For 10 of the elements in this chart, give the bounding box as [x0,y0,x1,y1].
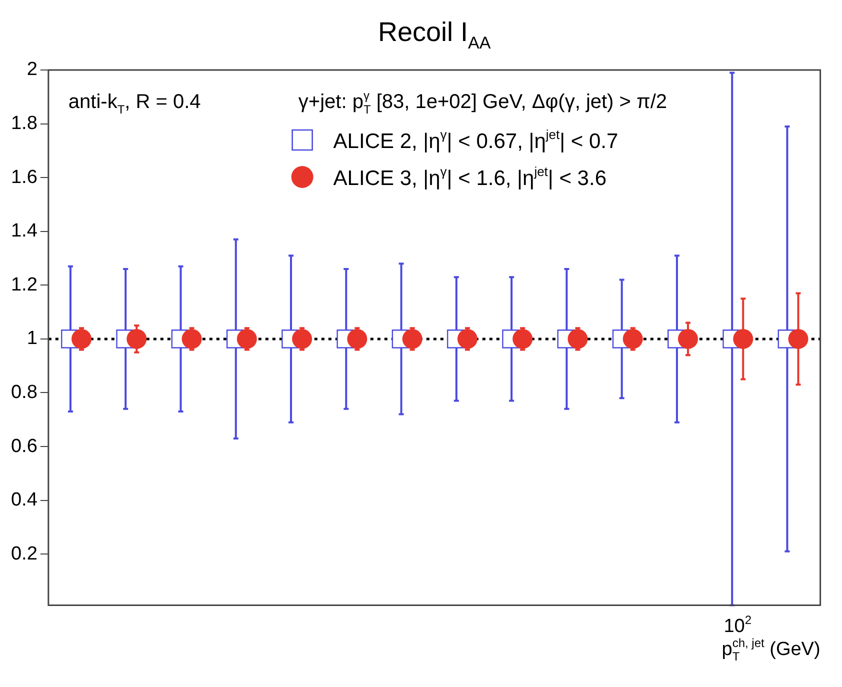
y-tick-label: 1.8 [10,113,38,134]
y-tick-label: 0.2 [10,543,38,564]
y-tick-label: 1.4 [10,220,38,242]
y-tick-label: 0.4 [10,490,38,511]
y-tick-label: 1.6 [10,166,38,188]
y-tick-label: 1 [26,328,38,350]
y-tick-label: 0.8 [10,382,38,403]
y-tick-label: 1.2 [10,274,38,296]
y-tick-label: 0.6 [10,436,38,457]
y-tick-label: 2 [26,59,38,80]
